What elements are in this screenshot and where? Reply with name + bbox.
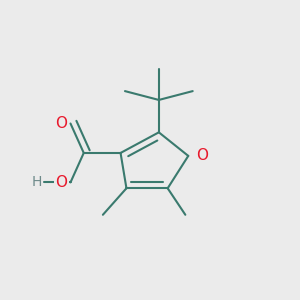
Text: H: H [31, 176, 42, 189]
Text: O: O [56, 175, 68, 190]
Text: O: O [196, 148, 208, 164]
Text: O: O [55, 116, 67, 131]
